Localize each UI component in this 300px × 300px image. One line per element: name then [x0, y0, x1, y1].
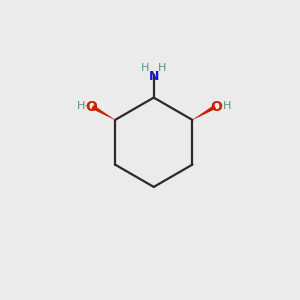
Text: H: H [223, 101, 231, 111]
Text: H: H [158, 63, 166, 73]
Text: ·: · [83, 100, 88, 113]
Text: H: H [77, 101, 85, 111]
Text: O: O [86, 100, 98, 114]
Polygon shape [91, 105, 115, 120]
Text: H: H [141, 63, 149, 73]
Polygon shape [192, 105, 216, 120]
Text: O: O [210, 100, 222, 114]
Text: N: N [148, 70, 159, 83]
Text: ·: · [220, 100, 224, 113]
